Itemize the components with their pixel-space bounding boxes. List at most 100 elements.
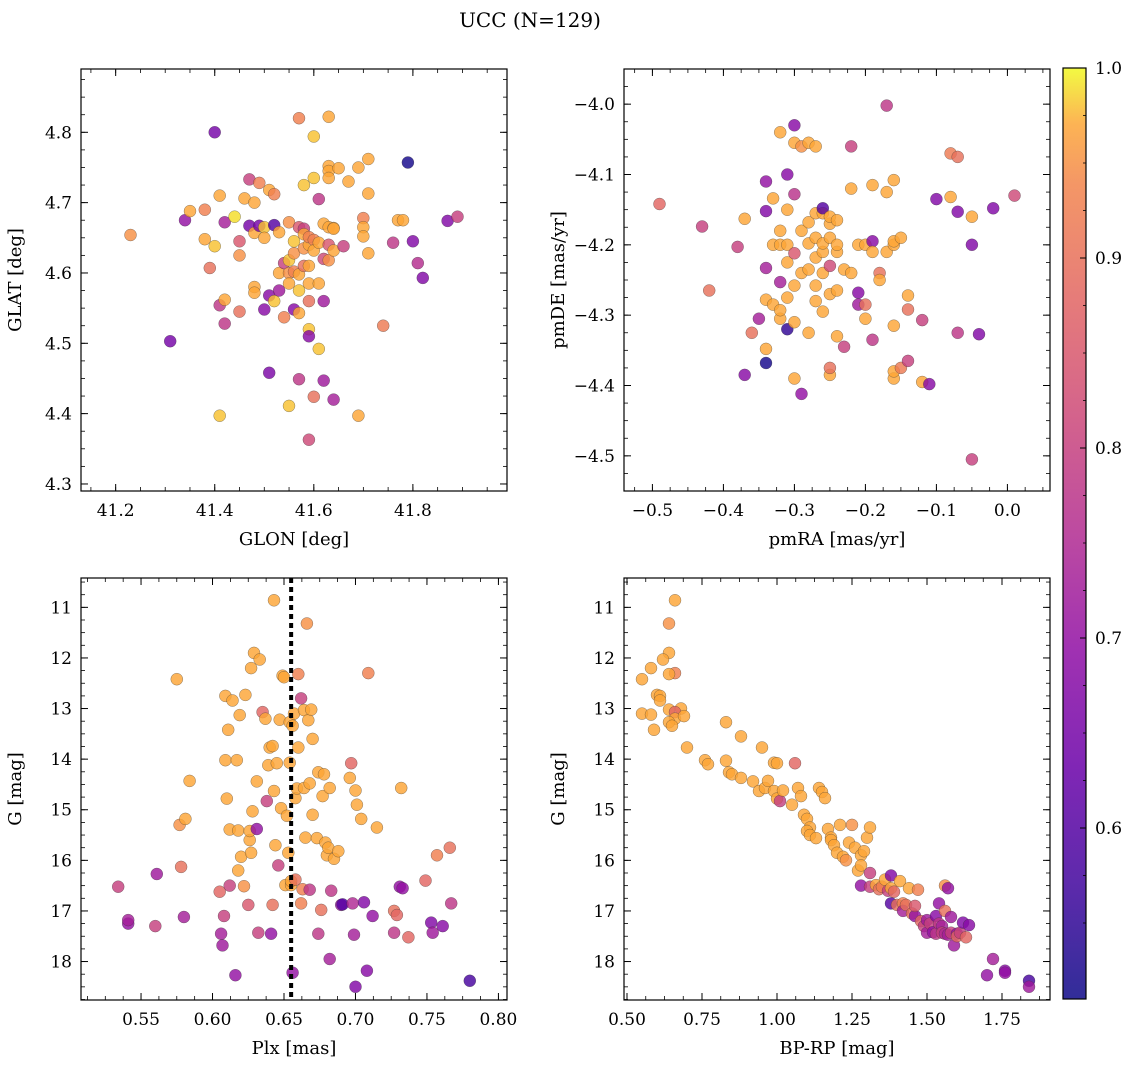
y-tick-label: 13 xyxy=(593,700,615,720)
scatter-point xyxy=(463,974,476,987)
scatter-point xyxy=(866,178,879,192)
y-tick-label: −4.0 xyxy=(574,95,615,115)
scatter-point xyxy=(347,928,361,941)
x-axis-label: pmRA [mas/yr] xyxy=(769,529,906,550)
scatter-point xyxy=(443,841,456,854)
scatter-point xyxy=(830,284,844,297)
scatter-point xyxy=(272,859,285,872)
scatter-point xyxy=(880,99,893,112)
scatter-point xyxy=(759,261,773,275)
scatter-point xyxy=(259,712,272,725)
scatter-point xyxy=(360,964,374,977)
scatter-point xyxy=(857,845,871,858)
x-tick-label: 41.6 xyxy=(295,501,333,521)
scatter-point xyxy=(396,213,410,227)
scatter-point xyxy=(266,739,279,753)
scatter-point xyxy=(839,854,853,867)
scatter-point xyxy=(411,256,424,270)
scatter-point xyxy=(930,192,943,206)
x-tick-label: 41.4 xyxy=(196,501,234,521)
scatter-point xyxy=(312,192,325,206)
y-tick-label: 4.3 xyxy=(45,475,72,495)
y-axis-label: GLAT [deg] xyxy=(5,228,26,332)
scatter-point xyxy=(884,869,898,882)
scatter-point xyxy=(229,969,242,982)
scatter-point xyxy=(258,231,271,245)
scatter-point xyxy=(325,884,338,897)
scatter-point xyxy=(845,266,858,280)
scatter-point xyxy=(377,319,390,332)
scatter-point xyxy=(294,897,308,910)
x-tick-label: 1.50 xyxy=(908,1010,946,1030)
scatter-point xyxy=(944,190,957,204)
axis-ticks: −0.5 −0.4 −0.3 −0.2 −0.1 0.0 −4.5 −4.4 −4.3 −4.2 −… xyxy=(574,69,1050,521)
scatter-point xyxy=(845,818,859,832)
scatter-point xyxy=(322,110,335,124)
scatter-point xyxy=(242,898,255,912)
y-tick-label: 15 xyxy=(593,801,615,821)
scatter-point xyxy=(951,205,964,219)
scatter-point xyxy=(788,757,802,770)
scatter-point xyxy=(350,798,364,811)
scatter-point xyxy=(268,294,281,308)
scatter-point xyxy=(781,168,794,181)
y-tick-label: 4.6 xyxy=(45,264,72,284)
scatter-point xyxy=(972,328,986,341)
scatter-point xyxy=(248,286,261,299)
scatter-point xyxy=(252,926,265,939)
scatter-point xyxy=(809,831,823,845)
scatter-point xyxy=(965,453,979,466)
scatter-point xyxy=(270,757,283,770)
scatter-point xyxy=(237,880,251,893)
scatter-point xyxy=(216,939,229,952)
scatter-point xyxy=(656,653,670,666)
scatter-point xyxy=(781,203,794,216)
scatter-point xyxy=(959,931,973,944)
scatter-point xyxy=(233,235,246,248)
scatter-point xyxy=(312,277,325,290)
scatter-point xyxy=(183,774,196,788)
scatter-point xyxy=(198,203,212,216)
scatter-point xyxy=(701,758,715,771)
y-tick-label: 14 xyxy=(50,750,72,770)
scatter-point xyxy=(794,789,808,803)
scatter-point xyxy=(121,913,135,927)
scatter-point xyxy=(662,617,676,630)
scatter-point xyxy=(312,342,325,356)
scatter-point xyxy=(653,694,667,707)
scatter-point xyxy=(268,187,281,201)
scatter-point xyxy=(233,708,246,722)
scatter-point xyxy=(323,781,336,795)
scatter-point xyxy=(218,317,231,330)
scatter-point xyxy=(731,240,744,254)
colorbar-tick-label: 0.8 xyxy=(1095,439,1122,459)
scatter-point xyxy=(352,161,365,174)
scatter-point xyxy=(830,213,844,227)
scatter-point xyxy=(248,196,261,209)
scatter-point xyxy=(785,798,799,811)
y-tick-label: 11 xyxy=(593,598,615,618)
scatter-point xyxy=(323,952,336,966)
scatter-point xyxy=(863,821,877,834)
scatter-point xyxy=(213,189,226,202)
axis-ticks: 41.2 41.4 41.6 41.8 4.3 4.4 4.5 4.6 4.7 4.8 xyxy=(45,69,507,521)
scatter-point xyxy=(327,393,340,406)
scatter-point xyxy=(774,224,787,238)
scatter-point xyxy=(837,340,851,353)
scatter-point xyxy=(183,204,197,218)
scatter-point xyxy=(788,119,801,132)
scatter-point xyxy=(816,202,829,215)
scatter-point xyxy=(362,247,375,260)
scatter-point xyxy=(217,909,231,923)
scatter-point xyxy=(830,238,844,252)
scatter-point xyxy=(755,741,769,754)
y-tick-label: −4.5 xyxy=(574,447,615,467)
y-tick-label: −4.1 xyxy=(574,166,615,186)
scatter-point xyxy=(366,909,379,923)
y-tick-label: 13 xyxy=(50,700,72,720)
scatter-point xyxy=(734,730,748,743)
scatter-point xyxy=(343,771,356,785)
axes-frame xyxy=(623,68,1051,492)
scatter-point xyxy=(231,864,245,877)
scatter-point xyxy=(362,187,375,200)
